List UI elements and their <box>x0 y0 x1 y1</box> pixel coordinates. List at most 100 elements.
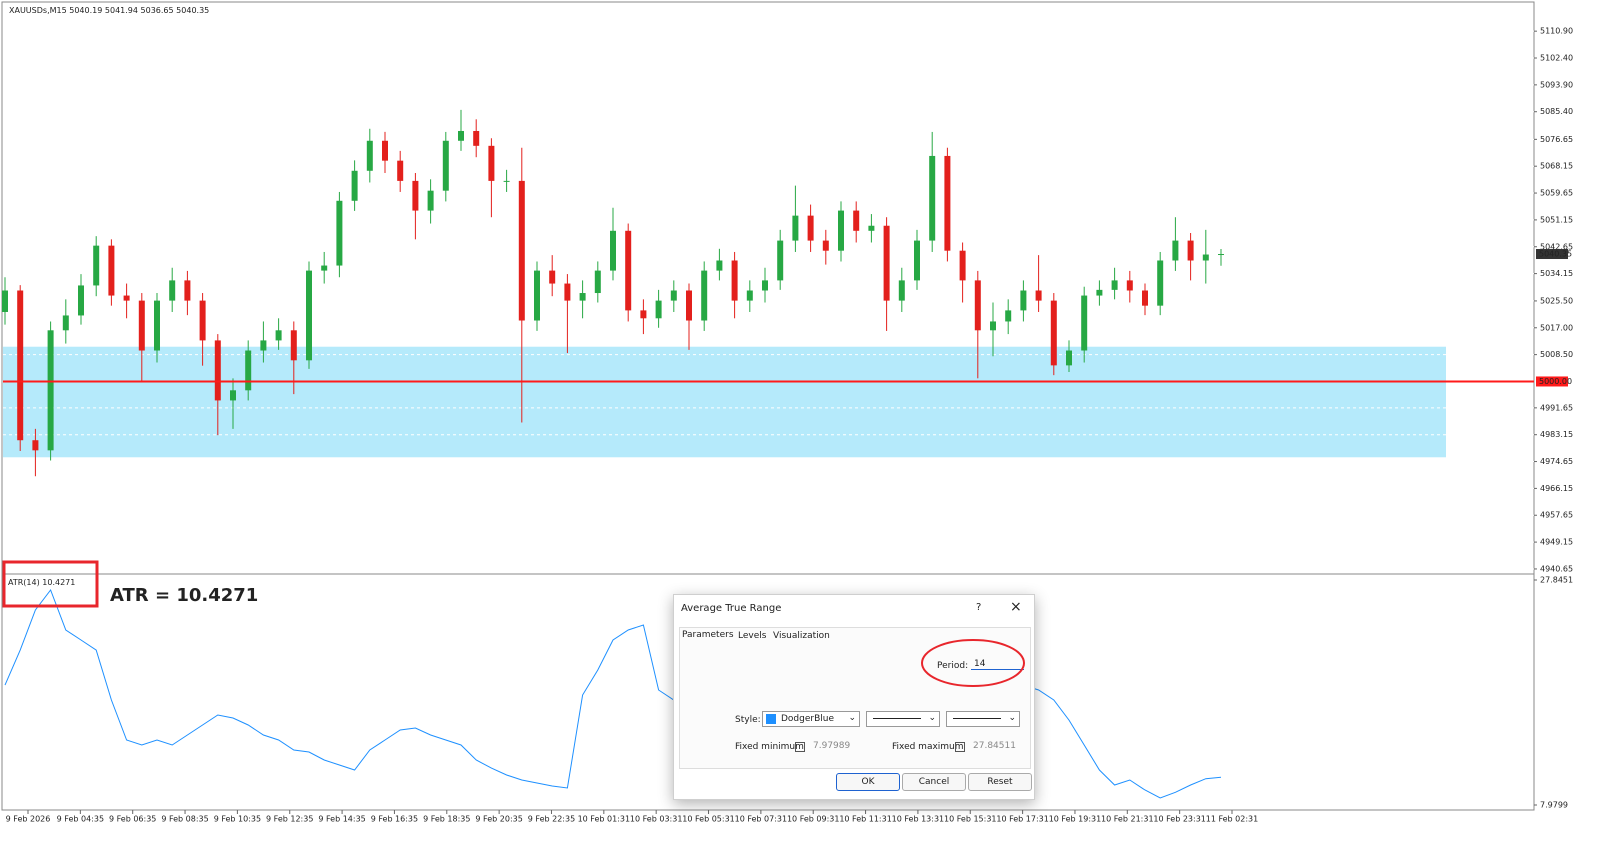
tab[interactable]: Parameters <box>682 630 734 640</box>
candle-body <box>579 293 586 301</box>
atr-label: ATR(14) 10.4271 <box>8 578 75 587</box>
price-label: 5040.35 <box>1539 250 1572 259</box>
dialog-title: Average True Range <box>681 603 782 614</box>
candle-body <box>260 340 267 351</box>
dialog: Average True Range ? × Parameters Levels… <box>673 594 1035 800</box>
x-tick-label: 9 Feb 2026 <box>6 815 51 824</box>
y-tick-label: 5042.65 <box>1540 242 1573 251</box>
candle-body <box>488 145 495 181</box>
symbol: XAUUSDs,M15 <box>9 6 67 15</box>
candle-body <box>1172 240 1179 261</box>
candle-body <box>123 295 130 301</box>
x-tick-label: 9 Feb 20:35 <box>475 815 522 824</box>
highlight-box <box>2 560 99 608</box>
candle-body <box>731 260 738 301</box>
candle-body <box>1142 290 1148 306</box>
atr-value: 10.4271 <box>42 578 75 587</box>
reset-button[interactable]: Reset <box>968 773 1032 791</box>
style-label: Style: <box>735 715 761 725</box>
y-tick-label: 5093.90 <box>1540 80 1573 89</box>
candle-body <box>184 280 191 301</box>
x-tick-label: 10 Feb 21:31 <box>1101 815 1153 824</box>
candle-body <box>625 230 632 311</box>
y-tick-label: 5008.50 <box>1540 350 1573 359</box>
x-tick-label: 10 Feb 13:31 <box>892 815 944 824</box>
candle-body <box>838 210 844 251</box>
candle-body <box>154 300 160 351</box>
x-tick-label: 10 Feb 23:31 <box>1153 815 1205 824</box>
candle-body <box>746 290 753 301</box>
candle-body <box>458 130 464 141</box>
level-label: 5000.00 <box>1539 377 1572 386</box>
fixed-min-checkbox[interactable] <box>795 742 805 752</box>
y-tick-label: 5059.65 <box>1540 189 1573 198</box>
candle-body <box>822 240 829 251</box>
atr-line <box>4 588 1222 799</box>
candle-body <box>2 290 8 312</box>
candle-body <box>518 180 525 321</box>
candle-body <box>503 180 510 182</box>
y-tick-label: 5051.15 <box>1540 215 1573 224</box>
candle-body <box>17 290 24 441</box>
candle-body <box>230 390 236 401</box>
tab[interactable]: Visualization <box>773 631 830 641</box>
candle-body <box>1157 260 1164 306</box>
line-style-select[interactable]: ⌄ <box>866 711 940 727</box>
line-width-select[interactable]: ⌄ <box>946 711 1020 727</box>
candle-body <box>853 210 860 231</box>
y-tick-label: 5076.65 <box>1540 135 1573 144</box>
frame <box>1 1 1535 811</box>
ok-button[interactable]: OK <box>836 773 900 791</box>
candle-body <box>245 350 252 391</box>
period-label: Period: <box>937 661 969 671</box>
x-tick-label: 9 Feb 22:35 <box>528 815 575 824</box>
y-tick-label: 5110.90 <box>1540 27 1573 36</box>
x-tick-label: 9 Feb 08:35 <box>161 815 208 824</box>
tab[interactable]: Levels <box>738 631 767 641</box>
support-zone <box>3 346 1446 458</box>
candle-body <box>564 283 571 301</box>
x-tick-label: 10 Feb 19:31 <box>1049 815 1101 824</box>
candle-body <box>1218 254 1224 256</box>
candle-body <box>1050 300 1057 366</box>
candle-body <box>670 290 677 301</box>
ohlc-high: 5041.94 <box>105 6 138 15</box>
candle-body <box>1126 280 1133 291</box>
close-button[interactable]: × <box>1010 599 1022 615</box>
y-tick-label: 4940.65 <box>1540 564 1573 573</box>
y-tick-label: 4983.15 <box>1540 430 1573 439</box>
level-tag <box>1536 376 1568 387</box>
annotation: ATR = 10.4271 <box>110 585 258 606</box>
candle-body <box>473 130 480 146</box>
ohlc-open: 5040.19 <box>69 6 102 15</box>
candle-body <box>1202 254 1209 261</box>
symbol-header: XAUUSDs,M15 5040.19 5041.94 5036.65 5040… <box>9 6 209 15</box>
atr-name: ATR(14) <box>8 578 40 587</box>
color-select[interactable]: DodgerBlue ⌄ <box>762 711 860 727</box>
candle-body <box>442 140 449 191</box>
candle-body <box>321 265 328 271</box>
candle-body <box>427 190 434 211</box>
color-name: DodgerBlue <box>781 714 835 724</box>
x-tick-label: 9 Feb 16:35 <box>371 815 418 824</box>
cancel-button[interactable]: Cancel <box>902 773 966 791</box>
candle-body <box>306 270 312 361</box>
candle-body <box>275 330 282 341</box>
candle-body <box>716 260 723 271</box>
period-input[interactable]: 14 <box>971 659 1024 670</box>
fixed-max-checkbox[interactable] <box>955 742 965 752</box>
candle-body <box>762 280 768 291</box>
candle-body <box>397 160 404 181</box>
x-tick-label: 10 Feb 15:31 <box>944 815 996 824</box>
fixed-max-label: Fixed maximum <box>892 742 964 752</box>
candle-body <box>382 140 388 161</box>
candle-body <box>807 215 814 241</box>
y-tick-label: 5085.40 <box>1540 107 1573 116</box>
candle-body <box>93 245 100 286</box>
ohlc-close: 5040.35 <box>176 6 209 15</box>
help-button[interactable]: ? <box>976 602 982 613</box>
annotation-value: 10.4271 <box>176 585 258 606</box>
candle-body <box>640 310 647 319</box>
x-tick-label: 9 Feb 04:35 <box>57 815 104 824</box>
